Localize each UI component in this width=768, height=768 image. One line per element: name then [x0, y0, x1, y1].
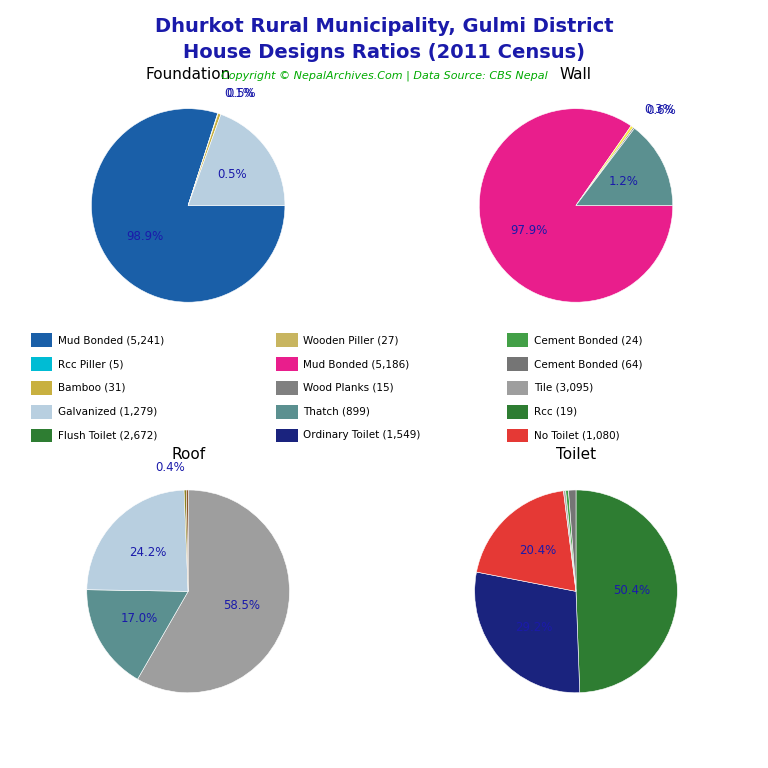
Wedge shape: [479, 109, 673, 302]
Text: 58.5%: 58.5%: [223, 599, 260, 612]
Text: Rcc Piller (5): Rcc Piller (5): [58, 359, 123, 369]
Text: Dhurkot Rural Municipality, Gulmi District: Dhurkot Rural Municipality, Gulmi Distri…: [154, 17, 614, 36]
Text: Mud Bonded (5,241): Mud Bonded (5,241): [58, 335, 164, 346]
Text: 1.2%: 1.2%: [609, 175, 639, 188]
Wedge shape: [576, 127, 634, 206]
Wedge shape: [87, 590, 188, 679]
Text: 50.4%: 50.4%: [613, 584, 650, 597]
Text: 0.4%: 0.4%: [155, 462, 184, 474]
Title: Roof: Roof: [171, 447, 205, 462]
Text: 24.2%: 24.2%: [130, 546, 167, 559]
Wedge shape: [475, 572, 580, 693]
Wedge shape: [564, 491, 576, 591]
Wedge shape: [187, 490, 188, 591]
Text: Tile (3,095): Tile (3,095): [534, 382, 593, 393]
Wedge shape: [568, 490, 576, 591]
Text: Mud Bonded (5,186): Mud Bonded (5,186): [303, 359, 409, 369]
Text: Cement Bonded (64): Cement Bonded (64): [534, 359, 642, 369]
Text: 29.2%: 29.2%: [515, 621, 552, 634]
Text: No Toilet (1,080): No Toilet (1,080): [534, 430, 619, 441]
Wedge shape: [137, 490, 290, 693]
Text: Ordinary Toilet (1,549): Ordinary Toilet (1,549): [303, 430, 421, 441]
Wedge shape: [87, 490, 188, 591]
Text: House Designs Ratios (2011 Census): House Designs Ratios (2011 Census): [183, 43, 585, 62]
Text: 0.5%: 0.5%: [227, 88, 256, 101]
Title: Wall: Wall: [560, 67, 592, 82]
Text: Wood Planks (15): Wood Planks (15): [303, 382, 394, 393]
Title: Foundation: Foundation: [145, 67, 231, 82]
Text: Thatch (899): Thatch (899): [303, 406, 370, 417]
Title: Toilet: Toilet: [556, 447, 596, 462]
Wedge shape: [91, 109, 285, 302]
Wedge shape: [184, 490, 188, 591]
Wedge shape: [576, 128, 673, 206]
Text: Bamboo (31): Bamboo (31): [58, 382, 125, 393]
Text: Rcc (19): Rcc (19): [534, 406, 577, 417]
Text: 20.4%: 20.4%: [519, 545, 557, 557]
Wedge shape: [188, 114, 221, 206]
Wedge shape: [476, 491, 576, 591]
Text: 98.9%: 98.9%: [127, 230, 164, 243]
Text: Cement Bonded (24): Cement Bonded (24): [534, 335, 642, 346]
Text: 97.9%: 97.9%: [510, 223, 548, 237]
Wedge shape: [188, 114, 218, 206]
Text: Galvanized (1,279): Galvanized (1,279): [58, 406, 157, 417]
Text: Copyright © NepalArchives.Com | Data Source: CBS Nepal: Copyright © NepalArchives.Com | Data Sou…: [220, 71, 548, 81]
Text: 0.1%: 0.1%: [224, 87, 254, 100]
Text: 0.3%: 0.3%: [644, 103, 674, 116]
Text: Flush Toilet (2,672): Flush Toilet (2,672): [58, 430, 157, 441]
Wedge shape: [576, 126, 634, 206]
Text: 17.0%: 17.0%: [121, 612, 158, 625]
Wedge shape: [576, 490, 677, 693]
Text: 0.6%: 0.6%: [647, 104, 677, 118]
Text: Wooden Piller (27): Wooden Piller (27): [303, 335, 399, 346]
Wedge shape: [188, 114, 285, 206]
Text: 0.5%: 0.5%: [217, 168, 247, 181]
Wedge shape: [566, 490, 576, 591]
